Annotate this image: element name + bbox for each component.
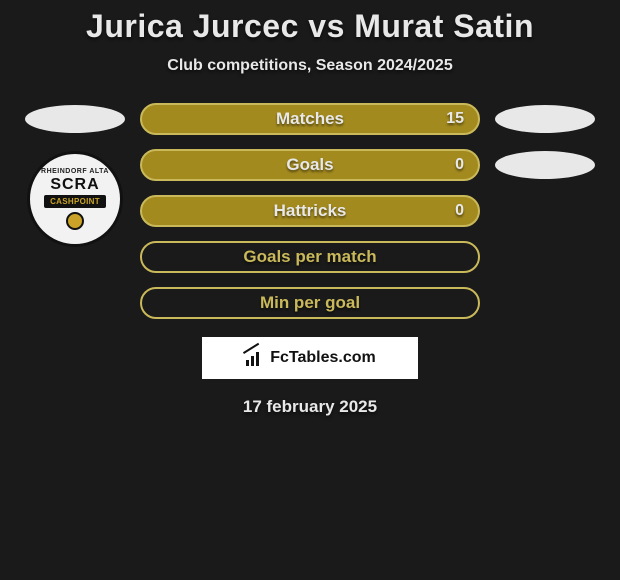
stat-bar: Min per goal: [140, 287, 480, 319]
right-column: [490, 103, 600, 319]
player2-placeholder: [495, 105, 595, 133]
badge-arc-text: RHEINDORF ALTA: [41, 168, 109, 175]
brand-text: FcTables.com: [270, 349, 376, 367]
comparison-widget: Jurica Jurcec vs Murat Satin Club compet…: [0, 0, 620, 417]
player1-placeholder: [25, 105, 125, 133]
page-title: Jurica Jurcec vs Murat Satin: [0, 8, 620, 45]
club-badge-scra: RHEINDORF ALTA SCRA CASHPOINT: [27, 151, 123, 247]
stat-value-right: 0: [455, 156, 464, 174]
badge-ball-icon: [66, 212, 84, 230]
stat-value-right: 15: [446, 110, 464, 128]
left-column: RHEINDORF ALTA SCRA CASHPOINT: [20, 103, 130, 319]
stat-label: Goals per match: [243, 247, 376, 267]
stat-bar: Matches 15: [140, 103, 480, 135]
main-row: RHEINDORF ALTA SCRA CASHPOINT Matches 15 G…: [0, 103, 620, 319]
chart-icon: [244, 350, 264, 366]
club2-placeholder: [495, 151, 595, 179]
date-label: 17 february 2025: [0, 397, 620, 417]
stat-bar: Goals per match: [140, 241, 480, 273]
stat-label: Min per goal: [260, 293, 360, 313]
badge-top-text: SCRA: [50, 177, 99, 193]
stat-bar: Hattricks 0: [140, 195, 480, 227]
stat-value-right: 0: [455, 202, 464, 220]
stat-label: Matches: [276, 109, 344, 129]
subtitle: Club competitions, Season 2024/2025: [0, 57, 620, 75]
stat-bar: Goals 0: [140, 149, 480, 181]
stat-label: Goals: [286, 155, 333, 175]
brand-box: FcTables.com: [202, 337, 418, 379]
stat-label: Hattricks: [274, 201, 347, 221]
stats-column: Matches 15 Goals 0 Hattricks 0 Goals per match…: [140, 103, 480, 319]
badge-mid-text: CASHPOINT: [44, 195, 106, 208]
